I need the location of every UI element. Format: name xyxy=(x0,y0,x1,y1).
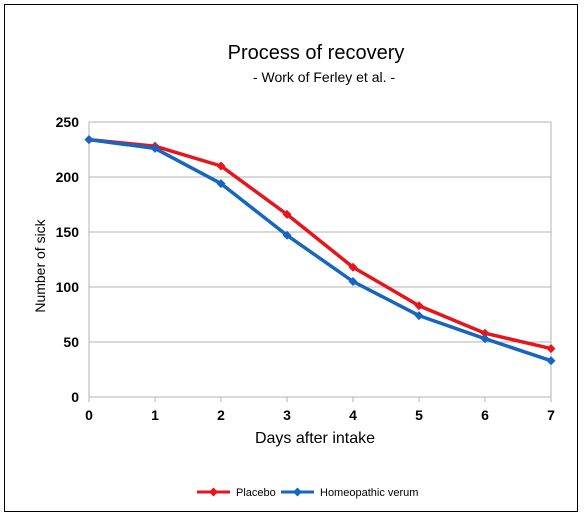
plot-area: 0 50 100 150 200 250 0 1 2 3 4 5 6 7 xyxy=(56,114,556,423)
y-tick-label: 200 xyxy=(56,169,80,185)
x-tick-label: 1 xyxy=(151,407,159,423)
data-point xyxy=(282,230,292,240)
data-point xyxy=(216,161,226,171)
y-tick-label: 150 xyxy=(56,224,80,240)
legend-label: Placebo xyxy=(236,487,276,499)
legend-label: Homeopathic verum xyxy=(320,487,418,499)
data-point xyxy=(480,334,490,344)
series-line-homeopathic-verum xyxy=(87,137,553,363)
data-point xyxy=(414,301,424,311)
y-tick-label: 100 xyxy=(56,279,80,295)
y-tick-label: 0 xyxy=(71,389,79,405)
legend: Placebo Homeopathic verum xyxy=(197,487,418,499)
chart-subtitle: - Work of Ferley et al. - xyxy=(253,69,395,85)
data-point xyxy=(546,344,556,354)
x-tick-label: 4 xyxy=(349,407,357,423)
data-point xyxy=(216,179,226,189)
data-point xyxy=(480,328,490,338)
x-tick-label: 0 xyxy=(85,407,93,423)
chart-title: Process of recovery xyxy=(228,42,405,64)
x-tick-label: 6 xyxy=(481,407,489,423)
data-point xyxy=(348,277,358,286)
y-axis-title: Number of sick xyxy=(32,218,48,312)
legend-marker xyxy=(293,487,302,497)
x-tick-label: 7 xyxy=(547,407,555,423)
y-tick-label: 250 xyxy=(56,114,80,130)
x-tick-label: 3 xyxy=(283,407,291,423)
y-tick-label: 50 xyxy=(63,334,79,350)
data-point xyxy=(414,311,424,321)
data-point xyxy=(150,143,160,153)
series-line-placebo xyxy=(87,137,553,351)
x-tick-label: 2 xyxy=(217,407,225,423)
data-point xyxy=(546,356,556,366)
legend-marker xyxy=(209,487,218,497)
x-axis-title: Days after intake xyxy=(255,430,375,447)
data-point xyxy=(348,262,358,272)
x-tick-label: 5 xyxy=(415,407,423,423)
data-point xyxy=(282,209,292,219)
data-point xyxy=(84,135,94,145)
